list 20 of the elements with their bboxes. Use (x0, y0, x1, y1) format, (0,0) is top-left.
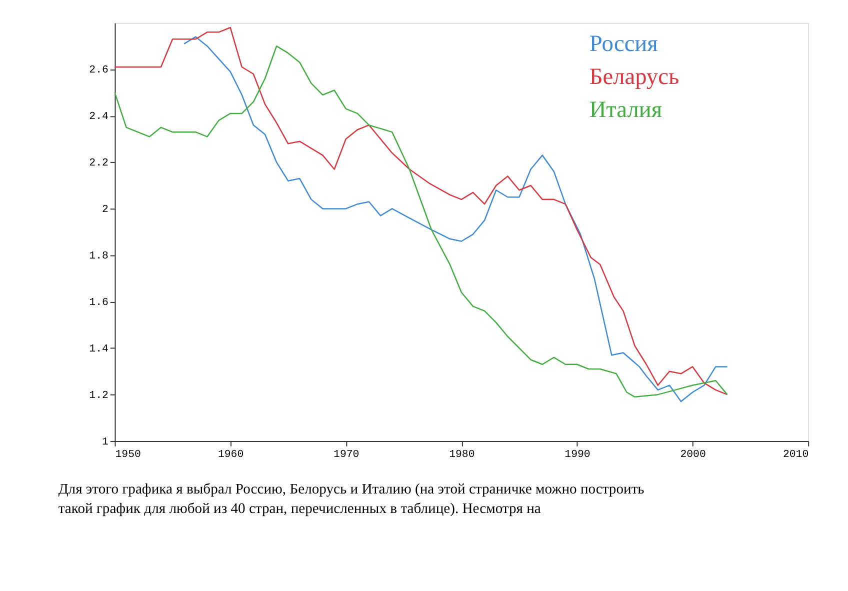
text: Для этого графика я выбрал Россию, Белорусь и Италию (на этой страничке можно построить такой график для любой из 40 стран, перечисленных в таблице). Несмотря на (58, 482, 645, 517)
y-tick-label: 1.4 (89, 344, 108, 356)
text: Италия (589, 97, 662, 124)
x-tick-label: 1970 (334, 449, 360, 462)
y-tick-label: 1 (102, 436, 108, 448)
x-tick-label: 1990 (564, 449, 590, 462)
y-tick-label: 1.6 (89, 297, 108, 310)
x-tick-label: 2000 (680, 449, 706, 462)
y-tick-label: 2.6 (89, 64, 108, 77)
x-tick-label: 1980 (449, 449, 475, 462)
y-tick-label: 1.8 (89, 250, 108, 263)
text: Беларусь (589, 64, 680, 90)
text: Россия (589, 31, 658, 58)
x-tick-label: 2010 (782, 449, 809, 462)
y-tick-label: 2 (102, 204, 108, 216)
y-tick-label: 1.2 (89, 390, 108, 402)
y-tick-label: 2.2 (89, 158, 108, 170)
y-tick-label: 2.4 (89, 111, 108, 124)
x-tick-label: 1950 (115, 449, 141, 462)
x-tick-label: 1960 (218, 449, 244, 462)
